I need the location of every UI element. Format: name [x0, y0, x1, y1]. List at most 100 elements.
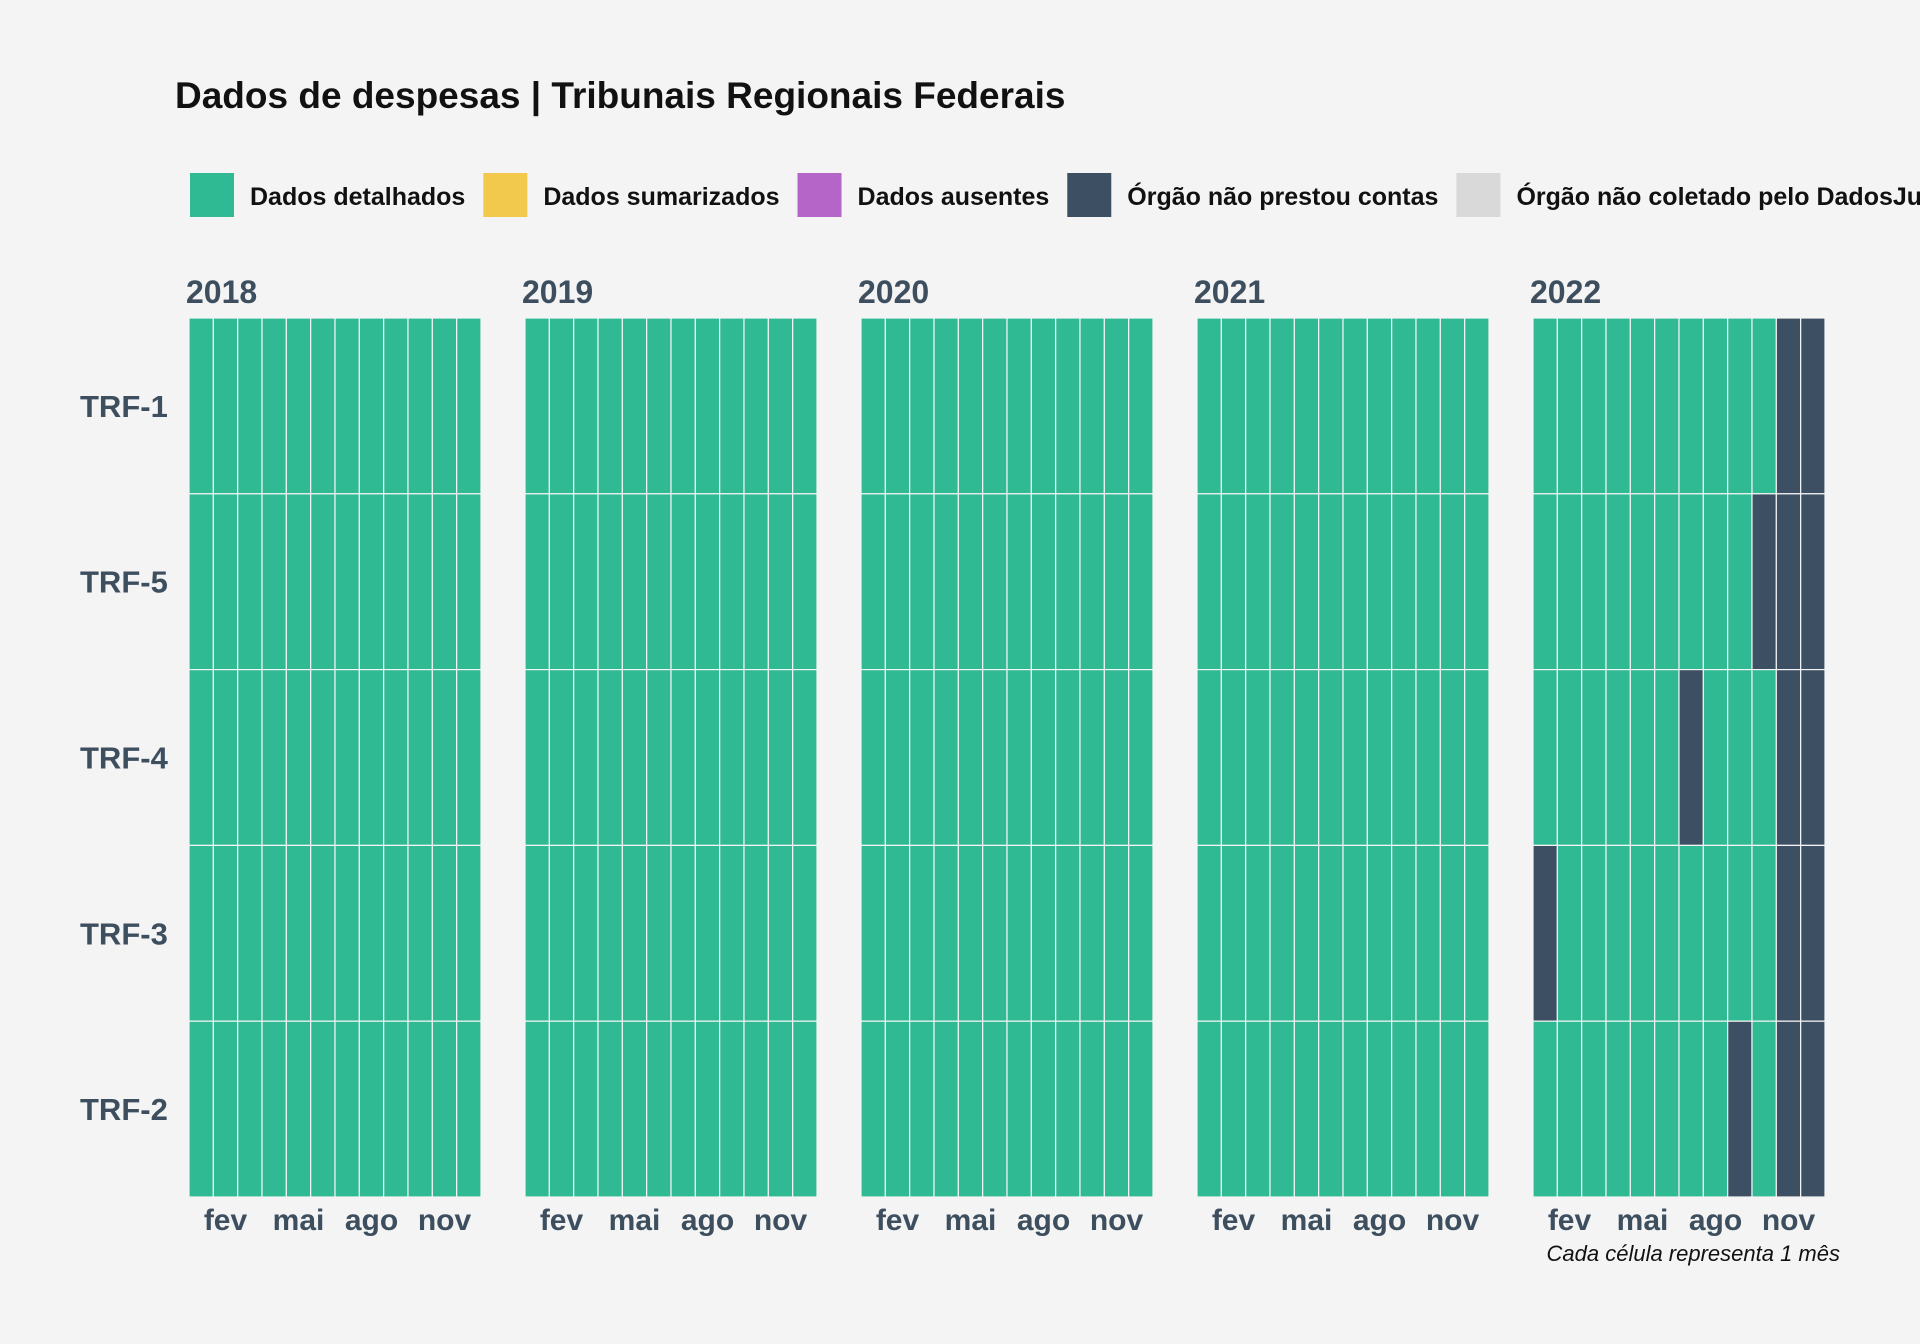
- cell-2020-trf-1-m12: [1128, 317, 1154, 495]
- cell-2020-trf-2-m6: [982, 1020, 1008, 1198]
- cell-2021-trf-4-m12: [1464, 668, 1490, 846]
- cell-2022-trf-5-m7: [1678, 493, 1704, 671]
- cell-2020-trf-4-m10: [1079, 668, 1105, 846]
- cell-2021-trf-2-m5: [1293, 1020, 1320, 1198]
- cell-2020-trf-1-m6: [982, 317, 1008, 495]
- cell-2019-trf-3-m8: [694, 844, 721, 1022]
- x-tick-mai-2019: mai: [609, 1204, 661, 1237]
- cell-2020-trf-5-m1: [860, 493, 886, 671]
- cell-2022-trf-3-m6: [1654, 844, 1680, 1022]
- cell-2018-trf-1-m4: [261, 317, 287, 495]
- cell-2018-trf-4-m4: [261, 668, 287, 846]
- cell-2019-trf-4-m8: [694, 668, 721, 846]
- facet-2020: 2020 fev mai ago nov: [858, 274, 1154, 1237]
- cell-2018-trf-5-m11: [431, 493, 458, 671]
- chart-title: Dados de despesas | Tribunais Regionais …: [175, 75, 1065, 117]
- cell-2021-trf-4-m3: [1245, 668, 1271, 846]
- cell-2018-trf-2-m8: [358, 1020, 385, 1198]
- cell-2019-trf-1-m5: [621, 317, 648, 495]
- cell-2018-trf-4-m5: [285, 668, 312, 846]
- cell-2020-trf-5-m11: [1103, 493, 1130, 671]
- cell-2022-trf-1-m4: [1605, 317, 1631, 495]
- cell-2019-trf-2-m3: [573, 1020, 599, 1198]
- cell-2022-trf-2-m11: [1775, 1020, 1802, 1198]
- cell-2020-trf-4-m2: [884, 668, 911, 846]
- cell-2022-trf-1-m9: [1727, 317, 1753, 495]
- cell-2020-trf-5-m12: [1128, 493, 1154, 671]
- cell-2021-trf-5-m3: [1245, 493, 1271, 671]
- cell-2022-trf-4-m12: [1800, 668, 1826, 846]
- cell-2018-trf-4-m1: [188, 668, 214, 846]
- cell-2021-trf-5-m7: [1342, 493, 1368, 671]
- cell-2022-trf-4-m10: [1751, 668, 1777, 846]
- cell-2022-trf-3-m11: [1775, 844, 1802, 1022]
- cell-2022-trf-3-m10: [1751, 844, 1777, 1022]
- cell-2021-trf-1-m1: [1196, 317, 1222, 495]
- cell-2020-trf-3-m6: [982, 844, 1008, 1022]
- cell-2019-trf-4-m12: [792, 668, 818, 846]
- cell-2019-trf-1-m8: [694, 317, 721, 495]
- cell-2019-trf-1-m12: [792, 317, 818, 495]
- cell-2022-trf-3-m4: [1605, 844, 1631, 1022]
- x-tick-mai-2020: mai: [945, 1204, 997, 1237]
- cell-2019-trf-2-m6: [646, 1020, 672, 1198]
- cell-2019-trf-5-m10: [743, 493, 769, 671]
- cell-2018-trf-4-m11: [431, 668, 458, 846]
- facet-label-2019: 2019: [522, 274, 593, 310]
- cell-2021-trf-4-m2: [1220, 668, 1247, 846]
- legend-swatch-nao_prestou: [1067, 173, 1112, 217]
- cell-2018-trf-3-m9: [383, 844, 409, 1022]
- cell-2019-trf-1-m3: [573, 317, 599, 495]
- cell-2021-trf-2-m4: [1269, 1020, 1295, 1198]
- cell-2022-trf-5-m6: [1654, 493, 1680, 671]
- cell-2019-trf-4-m6: [646, 668, 672, 846]
- facet-label-2020: 2020: [858, 274, 929, 310]
- row-label-trf-4: TRF-4: [80, 741, 169, 776]
- cell-2021-trf-5-m12: [1464, 493, 1490, 671]
- cell-2021-trf-5-m8: [1366, 493, 1393, 671]
- cell-2022-trf-2-m10: [1751, 1020, 1777, 1198]
- cell-2018-trf-1-m6: [310, 317, 336, 495]
- x-tick-ago-2022: ago: [1689, 1204, 1742, 1237]
- cell-2019-trf-4-m11: [767, 668, 794, 846]
- cell-2018-trf-3-m10: [407, 844, 433, 1022]
- cell-2019-trf-1-m10: [743, 317, 769, 495]
- cell-2019-trf-3-m9: [719, 844, 745, 1022]
- cell-2020-trf-2-m8: [1030, 1020, 1057, 1198]
- legend-label-sumarizados: Dados sumarizados: [543, 183, 779, 211]
- cell-2019-trf-2-m9: [719, 1020, 745, 1198]
- cell-2021-trf-1-m2: [1220, 317, 1247, 495]
- cell-2021-trf-3-m10: [1415, 844, 1441, 1022]
- cell-2022-trf-1-m6: [1654, 317, 1680, 495]
- cell-2018-trf-5-m4: [261, 493, 287, 671]
- cell-2022-trf-4-m9: [1727, 668, 1753, 846]
- cell-2019-trf-2-m10: [743, 1020, 769, 1198]
- row-label-trf-1: TRF-1: [80, 389, 168, 424]
- cell-2018-trf-3-m5: [285, 844, 312, 1022]
- cell-2019-trf-1-m4: [597, 317, 623, 495]
- cell-2020-trf-5-m3: [909, 493, 935, 671]
- cell-2018-trf-1-m11: [431, 317, 458, 495]
- cell-2018-trf-1-m1: [188, 317, 214, 495]
- cell-2018-trf-1-m5: [285, 317, 312, 495]
- cell-2022-trf-3-m9: [1727, 844, 1753, 1022]
- cell-2022-trf-4-m5: [1629, 668, 1656, 846]
- cell-2019-trf-5-m1: [524, 493, 550, 671]
- cell-2021-trf-4-m7: [1342, 668, 1368, 846]
- cell-2020-trf-1-m11: [1103, 317, 1130, 495]
- cell-2020-trf-1-m3: [909, 317, 935, 495]
- facet-2022: 2022 fev mai ago nov: [1530, 274, 1826, 1237]
- cell-2019-trf-5-m12: [792, 493, 818, 671]
- cell-2022-trf-2-m7: [1678, 1020, 1704, 1198]
- cell-2022-trf-4-m8: [1702, 668, 1729, 846]
- cell-2021-trf-3-m11: [1439, 844, 1466, 1022]
- cell-2018-trf-3-m3: [237, 844, 263, 1022]
- cell-2018-trf-2-m10: [407, 1020, 433, 1198]
- cell-2022-trf-2-m4: [1605, 1020, 1631, 1198]
- x-tick-fev-2021: fev: [1212, 1204, 1256, 1237]
- cell-2022-trf-5-m1: [1532, 493, 1558, 671]
- cell-2021-trf-1-m7: [1342, 317, 1368, 495]
- cell-2020-trf-4-m4: [933, 668, 959, 846]
- cell-2019-trf-4-m10: [743, 668, 769, 846]
- cell-2020-trf-1-m1: [860, 317, 886, 495]
